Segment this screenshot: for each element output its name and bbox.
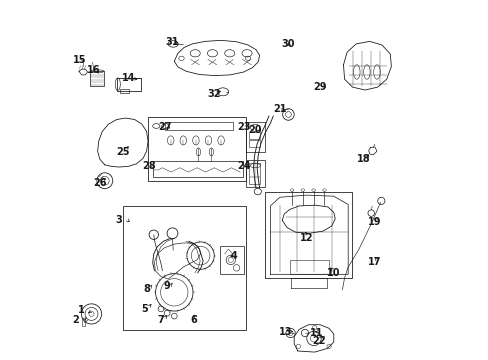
Text: 2: 2 <box>73 315 79 325</box>
Bar <box>289 260 328 274</box>
Text: 20: 20 <box>248 125 262 135</box>
Text: 8: 8 <box>143 284 150 294</box>
Text: 4: 4 <box>230 251 237 261</box>
Bar <box>265 192 351 278</box>
Bar <box>245 122 264 152</box>
Text: 23: 23 <box>237 122 251 132</box>
Bar <box>245 160 264 187</box>
Text: 19: 19 <box>367 217 381 228</box>
Text: 24: 24 <box>237 161 251 171</box>
Text: 27: 27 <box>158 122 171 132</box>
Bar <box>164 122 232 130</box>
Bar <box>248 140 259 147</box>
Text: 26: 26 <box>93 178 106 188</box>
Text: 1: 1 <box>78 305 85 315</box>
Text: 9: 9 <box>163 281 170 291</box>
Bar <box>122 206 245 330</box>
Text: 29: 29 <box>313 82 326 92</box>
Text: 28: 28 <box>142 161 156 171</box>
Bar <box>90 71 104 86</box>
Text: 32: 32 <box>207 89 220 99</box>
Text: 25: 25 <box>116 147 129 157</box>
Text: 21: 21 <box>272 104 286 114</box>
Bar <box>248 163 259 184</box>
Bar <box>220 246 244 274</box>
Bar <box>148 117 245 181</box>
Text: 30: 30 <box>281 39 295 49</box>
Text: 16: 16 <box>87 65 101 75</box>
Text: 22: 22 <box>312 336 325 346</box>
Text: 14: 14 <box>122 73 135 84</box>
Text: 6: 6 <box>190 315 197 325</box>
Bar <box>117 78 141 91</box>
Text: 10: 10 <box>326 268 340 278</box>
Text: 7: 7 <box>157 315 164 325</box>
Text: 31: 31 <box>164 37 178 48</box>
Bar <box>120 89 129 93</box>
Bar <box>152 161 243 177</box>
Text: 5: 5 <box>141 304 147 314</box>
Text: 13: 13 <box>279 327 292 337</box>
Text: 3: 3 <box>115 215 122 225</box>
Text: 12: 12 <box>299 233 312 243</box>
Bar <box>248 132 259 139</box>
Bar <box>81 319 85 326</box>
Text: 11: 11 <box>309 328 323 338</box>
Text: 18: 18 <box>356 154 370 164</box>
Text: 15: 15 <box>73 55 86 66</box>
Text: 17: 17 <box>367 257 381 267</box>
